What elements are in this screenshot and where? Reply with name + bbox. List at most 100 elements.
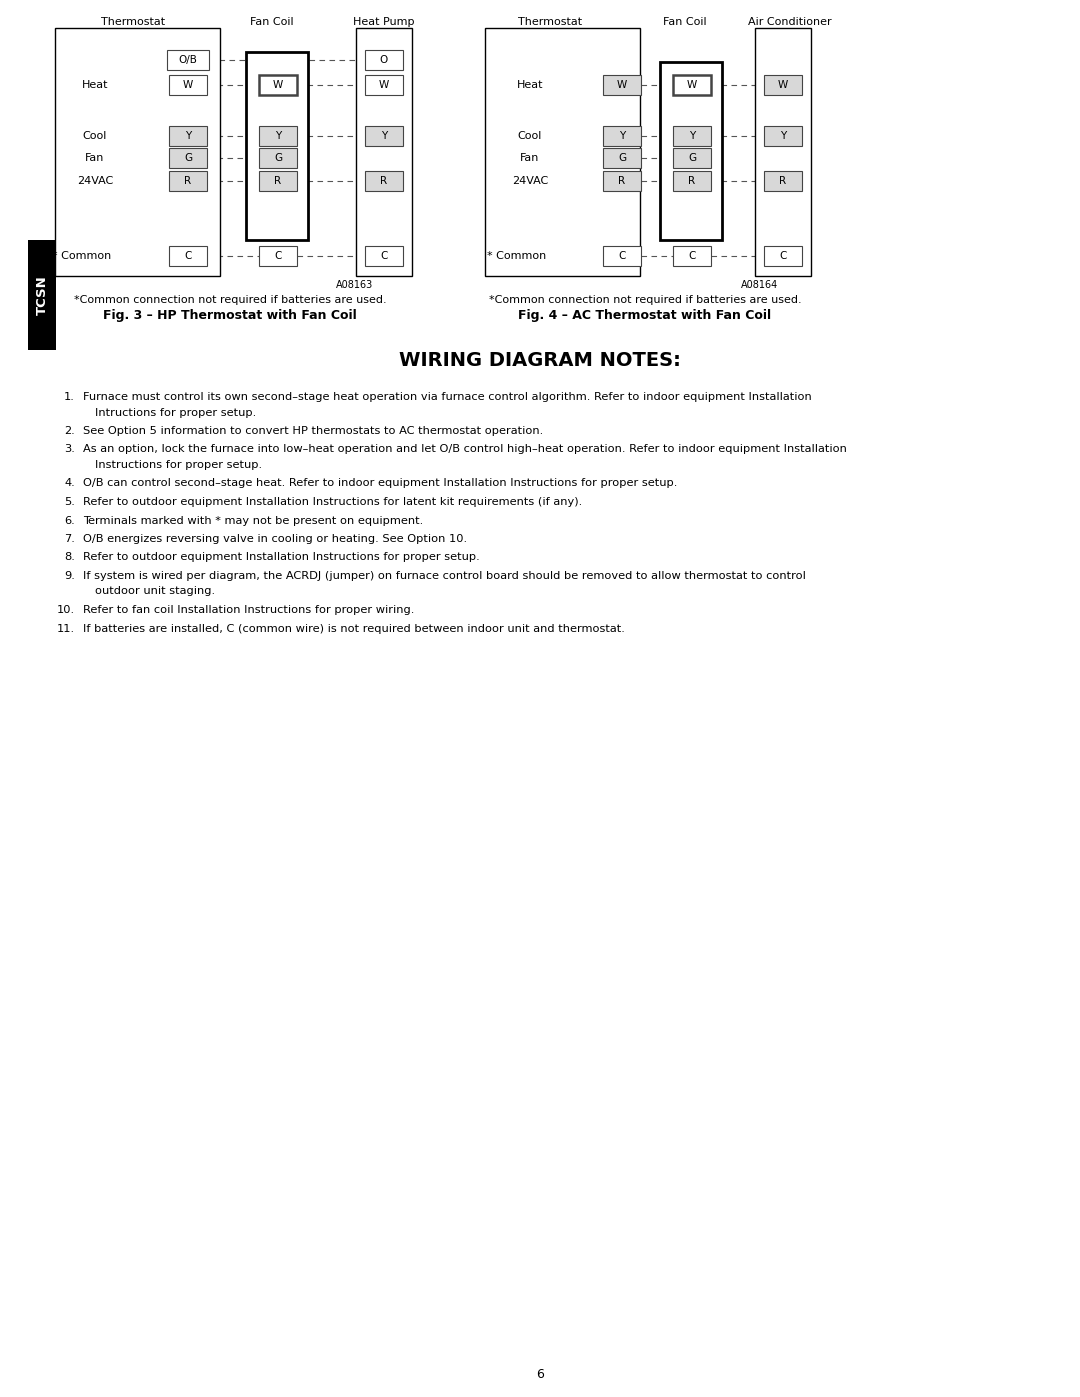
Text: 8.: 8. (64, 552, 75, 563)
Text: Fan: Fan (85, 154, 105, 163)
Text: A08163: A08163 (336, 279, 374, 291)
Text: C: C (619, 251, 625, 261)
Text: Fig. 3 – HP Thermostat with Fan Coil: Fig. 3 – HP Thermostat with Fan Coil (103, 310, 356, 323)
Text: Instructions for proper setup.: Instructions for proper setup. (95, 460, 262, 469)
Bar (365, 50, 403, 70)
Text: C: C (688, 251, 696, 261)
Text: W: W (687, 80, 697, 89)
Bar (259, 148, 297, 168)
Text: outdoor unit staging.: outdoor unit staging. (95, 587, 215, 597)
Bar (168, 246, 207, 265)
Text: 6.: 6. (64, 515, 75, 525)
Text: * Common: * Common (52, 251, 111, 261)
Text: Y: Y (780, 131, 786, 141)
Bar (55, 28, 220, 277)
Text: C: C (274, 251, 282, 261)
Text: W: W (379, 80, 389, 89)
Bar (673, 246, 711, 265)
Text: 1.: 1. (64, 393, 75, 402)
Text: Cool: Cool (83, 131, 107, 141)
Text: G: G (184, 154, 192, 163)
Text: C: C (380, 251, 388, 261)
Text: TCSN: TCSN (36, 275, 49, 314)
Bar (603, 148, 642, 168)
Text: Refer to outdoor equipment Installation Instructions for proper setup.: Refer to outdoor equipment Installation … (83, 552, 480, 563)
Bar (660, 61, 723, 240)
Text: 10.: 10. (57, 605, 75, 615)
Text: C: C (780, 251, 786, 261)
Text: Refer to fan coil Installation Instructions for proper wiring.: Refer to fan coil Installation Instructi… (83, 605, 415, 615)
Text: R: R (619, 176, 625, 186)
Bar (485, 28, 640, 277)
Text: Fan Coil: Fan Coil (251, 17, 294, 27)
Text: Intructions for proper setup.: Intructions for proper setup. (95, 408, 256, 418)
Bar (603, 246, 642, 265)
Bar (365, 75, 403, 95)
Text: R: R (185, 176, 191, 186)
Text: Heat: Heat (82, 80, 108, 89)
Text: G: G (274, 154, 282, 163)
Text: C: C (185, 251, 191, 261)
Text: Fan: Fan (521, 154, 540, 163)
Bar (168, 126, 207, 147)
Bar (168, 170, 207, 191)
Text: Y: Y (619, 131, 625, 141)
Text: Thermostat: Thermostat (518, 17, 582, 27)
Text: O: O (380, 54, 388, 66)
Bar (365, 170, 403, 191)
Bar (755, 28, 811, 277)
Text: If system is wired per diagram, the ACRDJ (jumper) on furnace control board shou: If system is wired per diagram, the ACRD… (83, 571, 806, 581)
Bar (28, 240, 56, 351)
Text: 24VAC: 24VAC (512, 176, 549, 186)
Text: W: W (273, 80, 283, 89)
Text: Air Conditioner: Air Conditioner (748, 17, 832, 27)
Bar (764, 126, 802, 147)
Text: *Common connection not required if batteries are used.: *Common connection not required if batte… (73, 295, 387, 305)
Text: Furnace must control its own second–stage heat operation via furnace control alg: Furnace must control its own second–stag… (83, 393, 812, 402)
Bar (365, 246, 403, 265)
Bar (603, 170, 642, 191)
Text: * Common: * Common (487, 251, 546, 261)
Text: Fig. 4 – AC Thermostat with Fan Coil: Fig. 4 – AC Thermostat with Fan Coil (518, 310, 771, 323)
Bar (356, 28, 411, 277)
Bar (259, 246, 297, 265)
Text: Fan Coil: Fan Coil (663, 17, 706, 27)
Bar (365, 126, 403, 147)
Text: O/B energizes reversing valve in cooling or heating. See Option 10.: O/B energizes reversing valve in cooling… (83, 534, 468, 543)
Text: 3.: 3. (64, 444, 75, 454)
Text: Heat Pump: Heat Pump (353, 17, 415, 27)
Text: W: W (183, 80, 193, 89)
Text: 9.: 9. (64, 571, 75, 581)
Text: R: R (274, 176, 282, 186)
Text: Y: Y (381, 131, 387, 141)
Text: O/B can control second–stage heat. Refer to indoor equipment Installation Instru: O/B can control second–stage heat. Refer… (83, 479, 677, 489)
Bar (764, 246, 802, 265)
Bar (246, 52, 308, 240)
Text: Terminals marked with * may not be present on equipment.: Terminals marked with * may not be prese… (83, 515, 423, 525)
Bar (603, 126, 642, 147)
Text: O/B: O/B (178, 54, 198, 66)
Bar (259, 126, 297, 147)
Text: WIRING DIAGRAM NOTES:: WIRING DIAGRAM NOTES: (400, 351, 680, 369)
Text: 2.: 2. (64, 426, 75, 436)
Text: 24VAC: 24VAC (77, 176, 113, 186)
Text: Cool: Cool (517, 131, 542, 141)
Bar (673, 170, 711, 191)
Text: 7.: 7. (64, 534, 75, 543)
Bar (167, 50, 210, 70)
Text: R: R (380, 176, 388, 186)
Bar (168, 75, 207, 95)
Bar (673, 75, 711, 95)
Text: Thermostat: Thermostat (100, 17, 165, 27)
Text: A08164: A08164 (741, 279, 779, 291)
Text: See Option 5 information to convert HP thermostats to AC thermostat operation.: See Option 5 information to convert HP t… (83, 426, 543, 436)
Bar (673, 148, 711, 168)
Bar (259, 170, 297, 191)
Bar (764, 170, 802, 191)
Text: W: W (778, 80, 788, 89)
Text: As an option, lock the furnace into low–heat operation and let O/B control high–: As an option, lock the furnace into low–… (83, 444, 847, 454)
Text: G: G (618, 154, 626, 163)
Text: 11.: 11. (57, 623, 75, 633)
Text: Y: Y (275, 131, 281, 141)
Text: 5.: 5. (64, 497, 75, 507)
